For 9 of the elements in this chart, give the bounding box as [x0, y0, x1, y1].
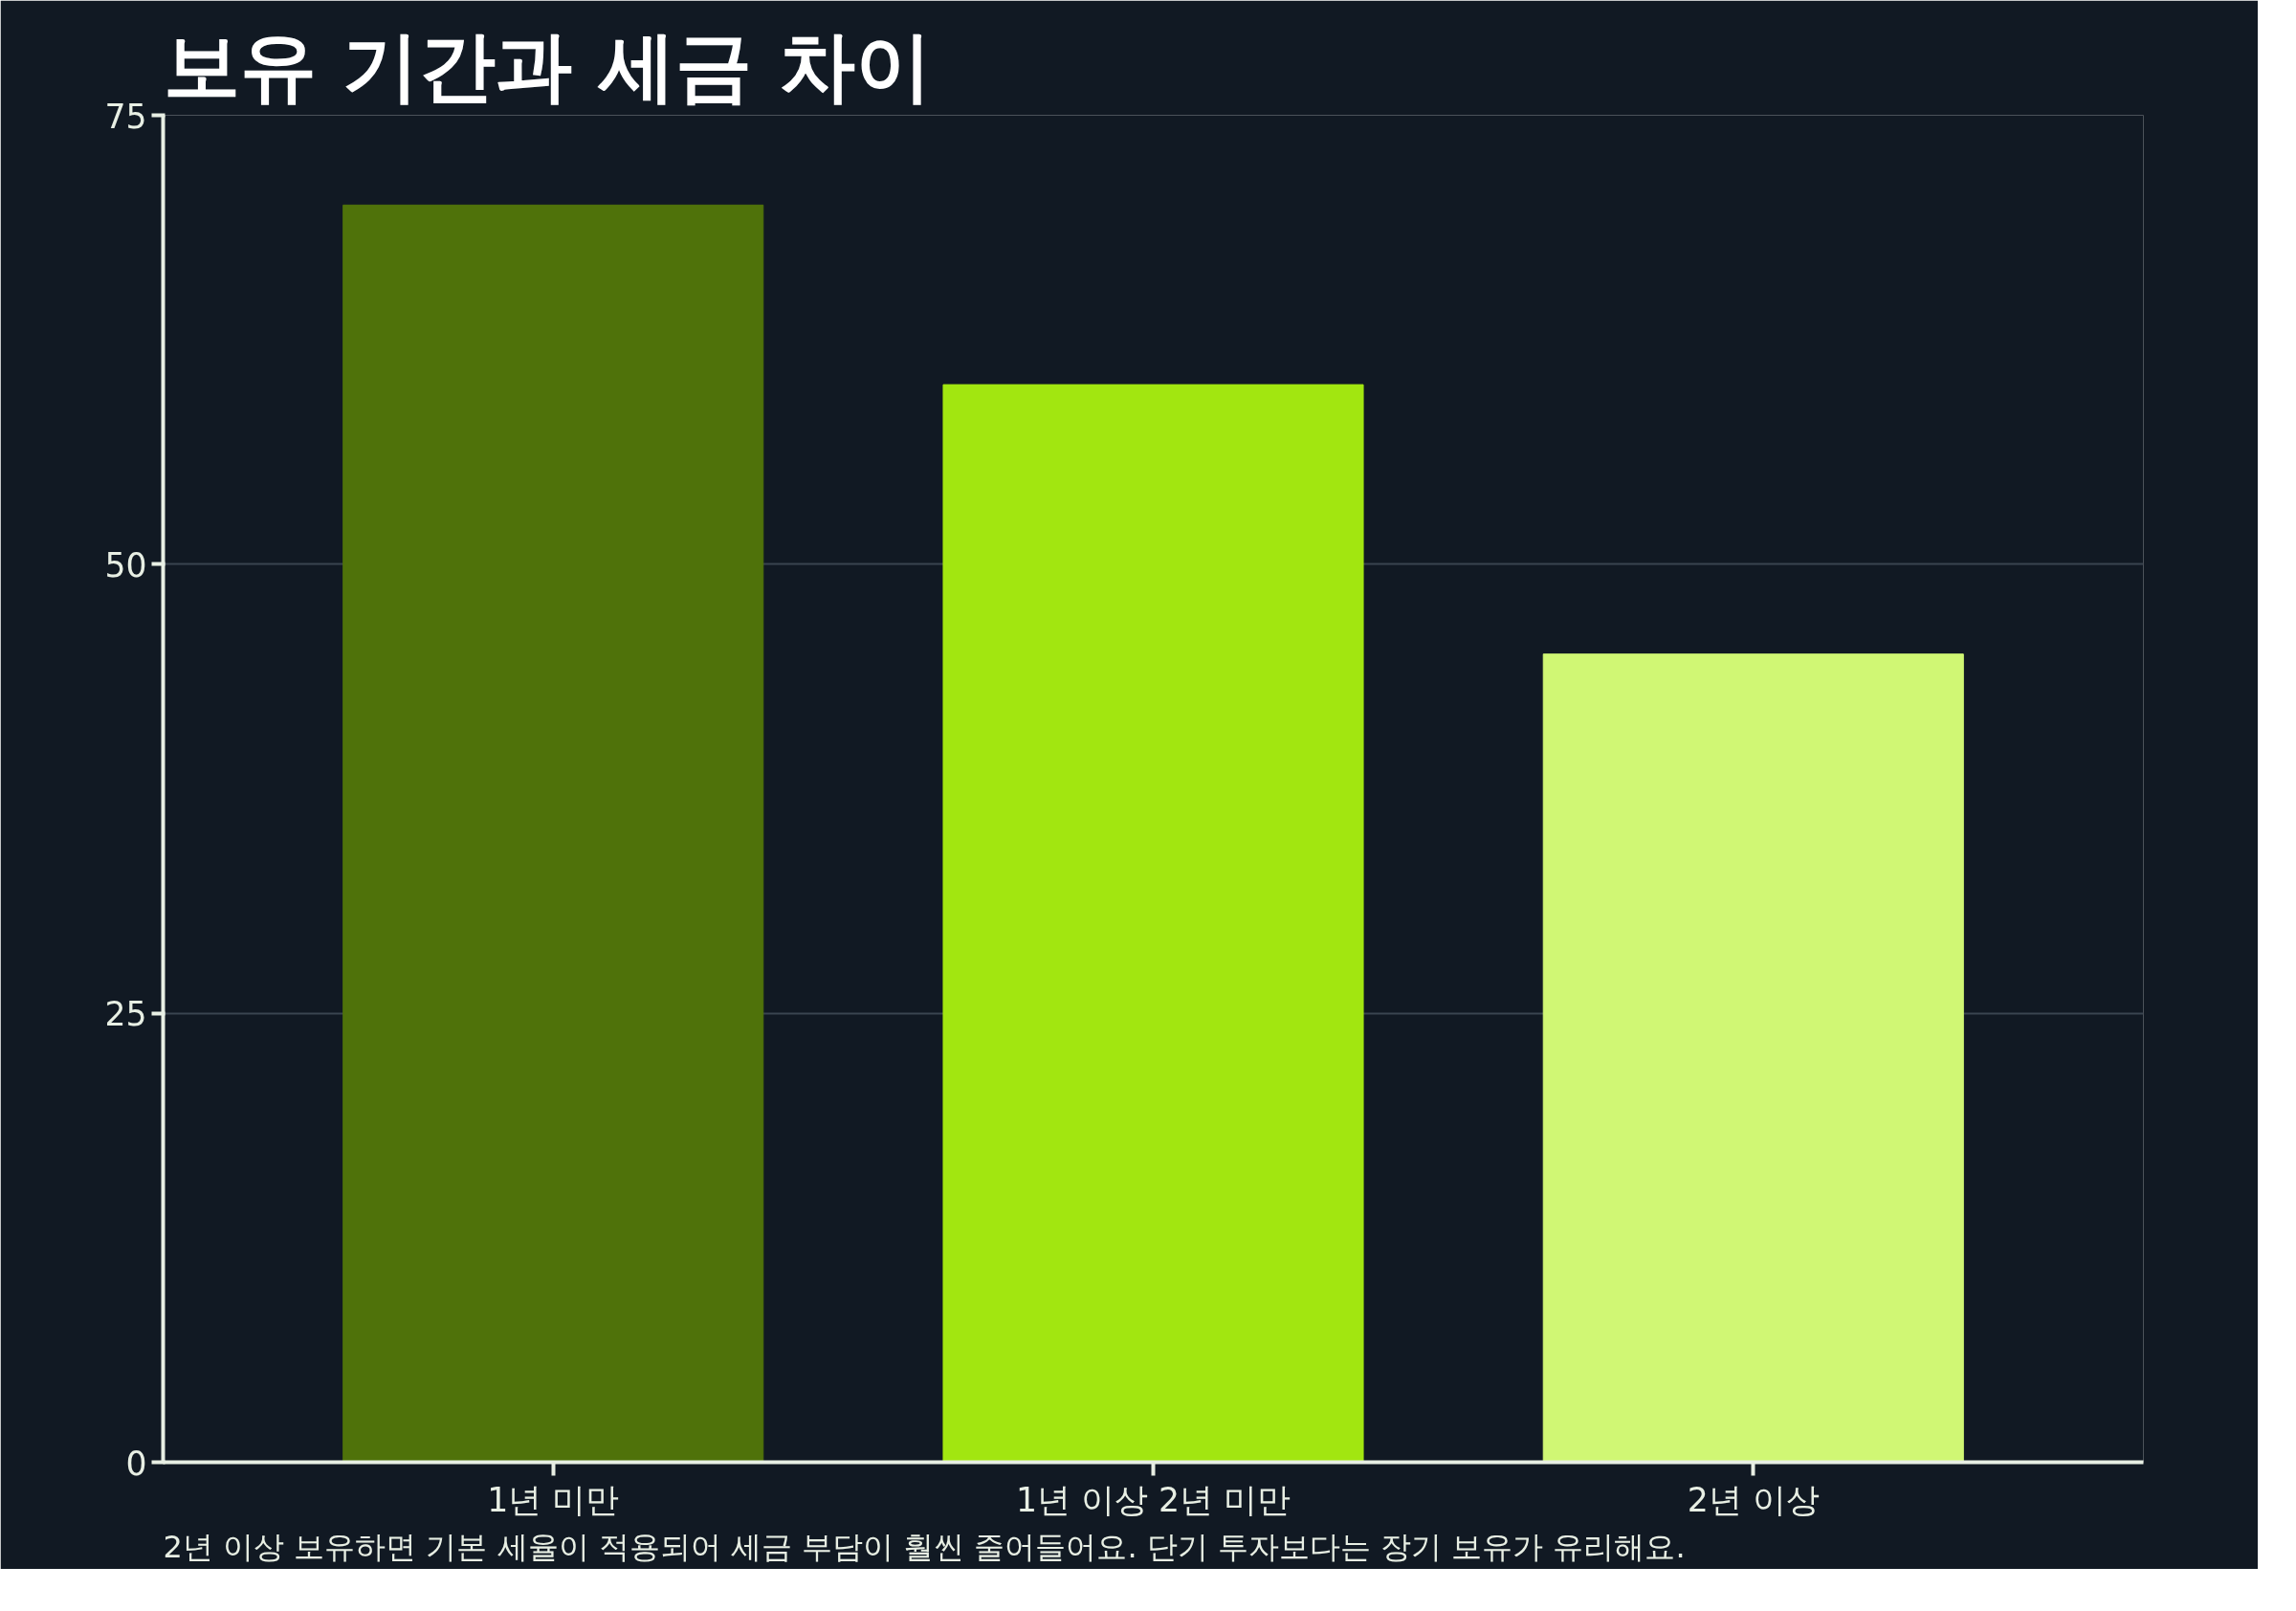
- y-tick-label: 25: [104, 995, 147, 1034]
- y-tick-label: 0: [125, 1444, 147, 1483]
- y-tick-label: 75: [104, 97, 147, 136]
- y-tick-label: 50: [104, 545, 147, 585]
- x-tick-label: 1년 이상 2년 미만: [1015, 1480, 1292, 1519]
- text: 2년 이상 보유하면 기본 세율이 적용되어 세금 부담이 훨씬 줄어들어요. 단기 투자보다는 장기 보유가 유리해요.: [163, 1528, 1686, 1565]
- chart-title: 보유 기간과 세금 차이: [163, 21, 933, 111]
- x-tick-label: 2년 이상: [1687, 1480, 1820, 1519]
- x-tick-label: 1년 미만: [487, 1480, 620, 1519]
